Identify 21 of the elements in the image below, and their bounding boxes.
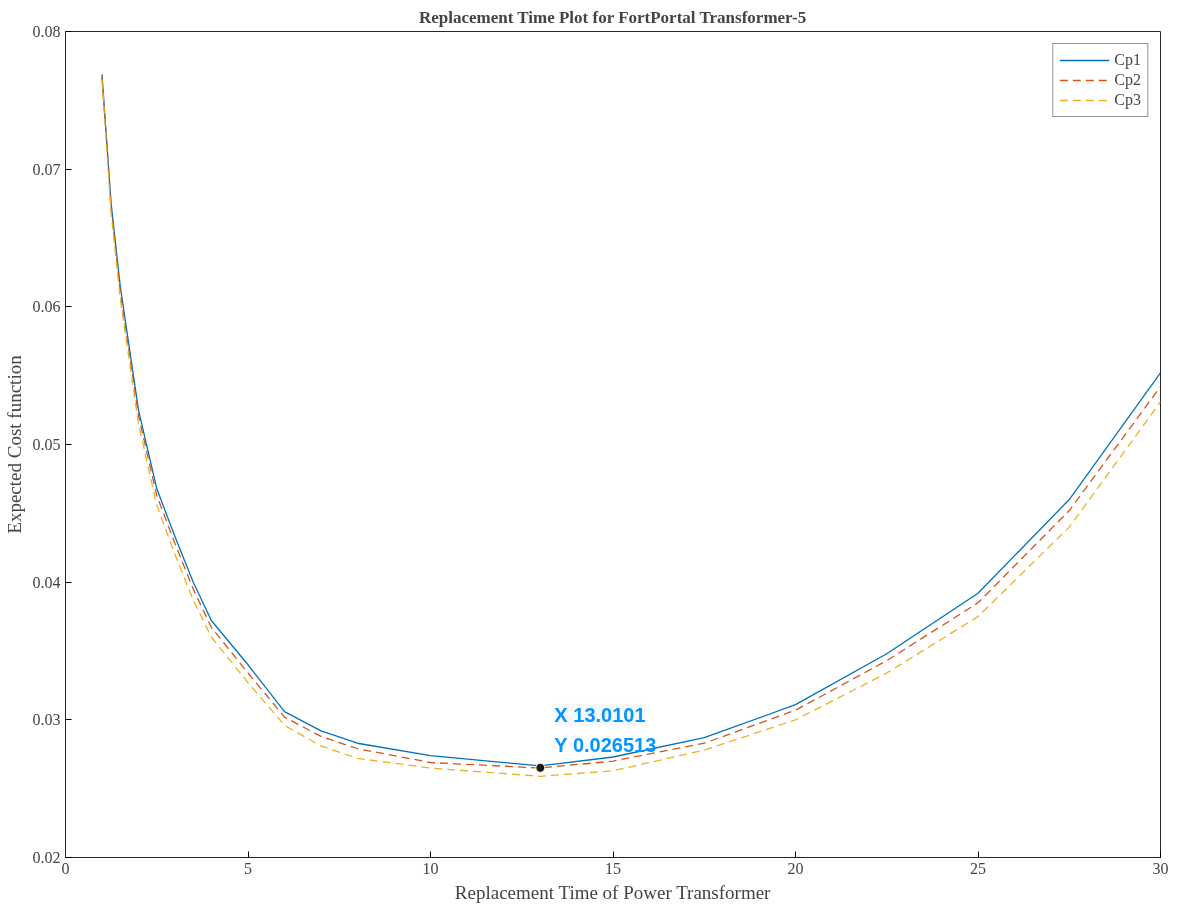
x-tick-label: 10 bbox=[422, 859, 439, 877]
y-tick-label: 0.05 bbox=[32, 436, 61, 453]
x-tick-label: 20 bbox=[787, 859, 804, 877]
x-axis-title: Replacement Time of Power Transformer bbox=[454, 881, 772, 903]
y-tick-label: 0.07 bbox=[32, 160, 61, 178]
x-tick-label: 0 bbox=[61, 859, 70, 877]
y-tick-label: 0.06 bbox=[32, 298, 61, 316]
y-tick-label: 0.08 bbox=[32, 23, 61, 40]
x-tick-label: 30 bbox=[1152, 859, 1169, 877]
y-tick-label: 0.02 bbox=[32, 849, 61, 866]
y-tick-label: 0.04 bbox=[32, 573, 61, 591]
y-tick-label: 0.03 bbox=[32, 711, 61, 729]
legend-label: Cp2 bbox=[1114, 71, 1141, 89]
legend-label: Cp1 bbox=[1114, 51, 1141, 69]
x-tick-label: 25 bbox=[970, 859, 986, 877]
x-tick-label: 15 bbox=[605, 859, 621, 877]
annotation: X 13.0101 Y 0.026513 bbox=[554, 703, 657, 756]
x-tick-label: 5 bbox=[244, 859, 252, 877]
chart-title: Replacement Time Plot for FortPortal Transformer-5 bbox=[418, 7, 807, 27]
legend-label: Cp3 bbox=[1114, 91, 1141, 109]
y-axis-title: Expected Cost function bbox=[3, 354, 25, 534]
